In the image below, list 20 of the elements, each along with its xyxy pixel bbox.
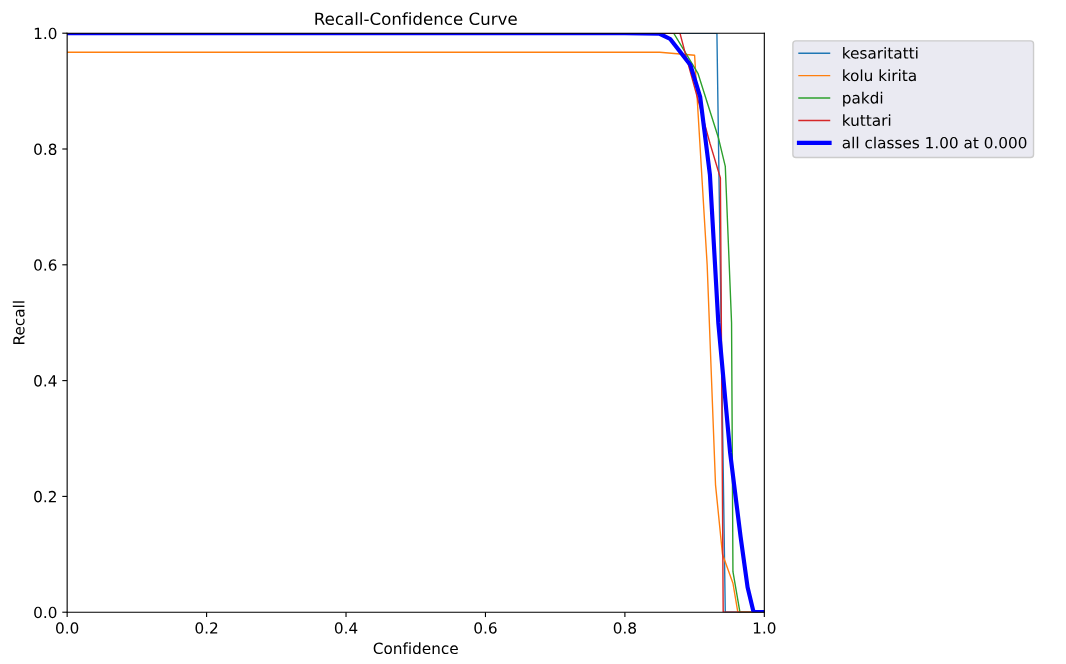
- legend-label: kuttari: [843, 114, 891, 127]
- legend-label: all classes 1.00 at 0.000: [842, 136, 1027, 149]
- legend-label: kesaritatti: [843, 46, 918, 59]
- y-tick-label: 0.8: [34, 143, 57, 156]
- chart-title: Recall-Confidence Curve: [315, 12, 517, 26]
- x-tick-label: 0.4: [334, 622, 358, 634]
- x-tick-label: 0.8: [613, 622, 636, 634]
- y-tick-label: 0.6: [34, 259, 57, 271]
- y-tick-label: 0.0: [34, 606, 57, 619]
- x-axis-title: Confidence: [373, 642, 458, 655]
- x-tick-label: 1.0: [753, 622, 776, 634]
- x-tick-label: 0.2: [195, 622, 218, 634]
- legend-label: pakdi: [843, 91, 883, 107]
- y-tick-label: 0.4: [34, 375, 57, 387]
- y-tick-label: 0.2: [34, 490, 56, 503]
- legend-label: kolu kirita: [843, 69, 916, 82]
- y-tick-label: 1.0: [34, 27, 57, 40]
- x-tick-label: 0.0: [56, 622, 79, 634]
- y-axis-title: Recall: [12, 301, 25, 344]
- x-tick-label: 0.6: [474, 622, 497, 634]
